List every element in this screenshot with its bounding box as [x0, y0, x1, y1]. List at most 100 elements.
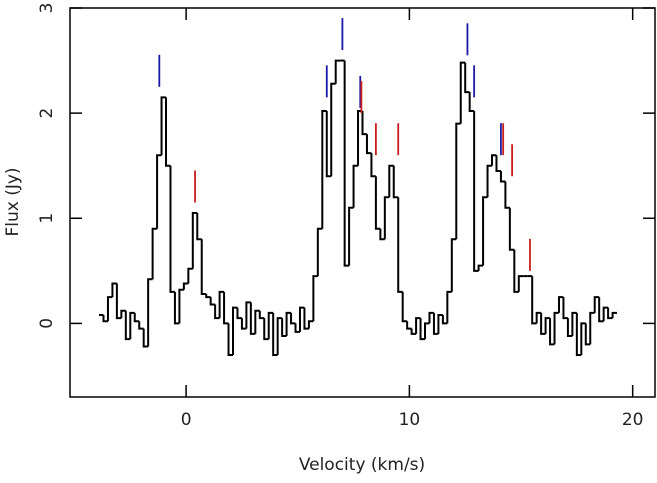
spectrum-channel	[111, 282, 117, 298]
spectrum-channel	[254, 309, 260, 334]
spectrum-channel	[486, 164, 493, 198]
spectrum-channel	[544, 317, 551, 334]
spectrum-channel	[602, 306, 609, 322]
spectrum-channel	[468, 92, 475, 113]
spectrum-channel	[348, 206, 354, 266]
spectrum-channel	[589, 311, 595, 345]
y-axis-label: Flux (Jy)	[3, 167, 23, 236]
spectrum-channel	[236, 307, 242, 320]
spectrum-channel	[419, 318, 426, 341]
spectrum-channel	[450, 238, 457, 292]
plot-frame	[69, 7, 656, 398]
spectrum-channel	[580, 322, 586, 355]
spectrum-channel	[437, 313, 443, 334]
spectrum-channel	[392, 165, 399, 199]
spectrum-channel	[540, 312, 546, 335]
spectrum-channel	[361, 111, 367, 136]
spectrum-channel	[298, 306, 305, 332]
spectrum-channel	[249, 302, 256, 335]
spectrum-channel	[285, 311, 292, 337]
spectrum-channel	[214, 304, 220, 320]
spectrum-channel	[316, 227, 323, 277]
spectrum-channel	[513, 249, 519, 293]
spectrum-channel	[160, 96, 167, 156]
spectrum-channel	[142, 328, 149, 348]
spectrum-channel	[290, 312, 296, 325]
spectrum-channel	[549, 318, 555, 346]
x-axis-label: Velocity (km/s)	[299, 455, 425, 475]
y-tick-label: 1	[37, 213, 57, 224]
y-tick-label: 0	[37, 318, 57, 329]
spectrum-channel	[459, 61, 466, 124]
spectrum-channel	[379, 228, 385, 241]
x-tick-label: 0	[181, 410, 192, 430]
spectrum-channel	[374, 176, 381, 230]
spectrum-channel	[517, 275, 524, 292]
spectrum-channel	[151, 227, 158, 280]
spectrum-channel	[156, 154, 162, 229]
spectrum-channel	[499, 170, 506, 183]
spectrum-channel	[303, 307, 309, 330]
spectrum-channel	[535, 311, 542, 324]
spectrum-channel	[321, 110, 327, 229]
spectrum-channel	[531, 276, 537, 325]
spectrum-channel	[415, 317, 421, 334]
spectrum-channel	[281, 318, 287, 338]
spectrum-channel	[209, 297, 216, 306]
spectrum-channel	[115, 283, 122, 320]
spectrum-channel	[495, 155, 501, 172]
spectrum-channel	[227, 323, 233, 356]
spectrum-channel	[397, 197, 403, 293]
spectrum-channel	[178, 288, 184, 324]
spectrum-channel	[138, 321, 144, 330]
spectrum-channel	[432, 312, 439, 335]
spectrum-channel	[406, 321, 412, 330]
spectrum-channel	[231, 306, 238, 355]
spectrum-channel	[182, 282, 189, 290]
spectrum-channel	[307, 320, 314, 329]
spectrum-channel	[508, 207, 515, 251]
spectrum-channel	[388, 164, 394, 198]
spectrum-channel	[205, 293, 211, 299]
spectrum-channel	[263, 318, 269, 341]
y-tick-label: 3	[37, 3, 57, 14]
spectrum-channel	[477, 264, 484, 271]
spectrum-channel	[557, 296, 564, 313]
spectrum-channel	[276, 317, 283, 355]
spectrum-channel	[410, 328, 417, 335]
spectrum-channel	[272, 312, 278, 356]
x-tick-label: 20	[622, 410, 644, 430]
spectrum-channel	[441, 314, 448, 325]
spectrum-channel	[553, 311, 559, 345]
spectrum-channel	[482, 196, 488, 266]
spectrum-channel	[575, 312, 582, 356]
spectrum-channel	[165, 97, 171, 167]
spectrum-channel	[611, 311, 618, 319]
spectrum-channel	[196, 213, 202, 241]
spectrum-channel	[312, 275, 318, 322]
spectrum-channel	[325, 111, 332, 178]
y-tick-label: 2	[37, 108, 57, 119]
spectrum-channel	[133, 312, 140, 323]
spectrum-channel	[294, 323, 300, 333]
spectrum-channel	[473, 111, 479, 272]
spectrum-channel	[245, 301, 251, 329]
spectrum-channel	[223, 291, 229, 325]
spectrum-channel	[191, 212, 198, 269]
spectrum-channel	[446, 290, 452, 324]
spectrum-channel	[240, 318, 247, 330]
spectrum-channel	[187, 267, 193, 284]
spectrum-channel	[173, 291, 180, 325]
spectrum-channel	[598, 297, 604, 323]
spectrum-channel	[584, 323, 591, 346]
spectrum-channel	[504, 181, 510, 209]
spectrum-channel	[334, 59, 341, 84]
spectrum-channel	[218, 290, 225, 319]
spectrum-channel	[593, 296, 600, 313]
spectrum-channel	[147, 278, 153, 347]
spectrum-channel	[464, 62, 470, 94]
spectrum-channel	[365, 134, 372, 155]
spectrum-channel	[267, 311, 274, 340]
spectrum-channel	[401, 291, 408, 323]
